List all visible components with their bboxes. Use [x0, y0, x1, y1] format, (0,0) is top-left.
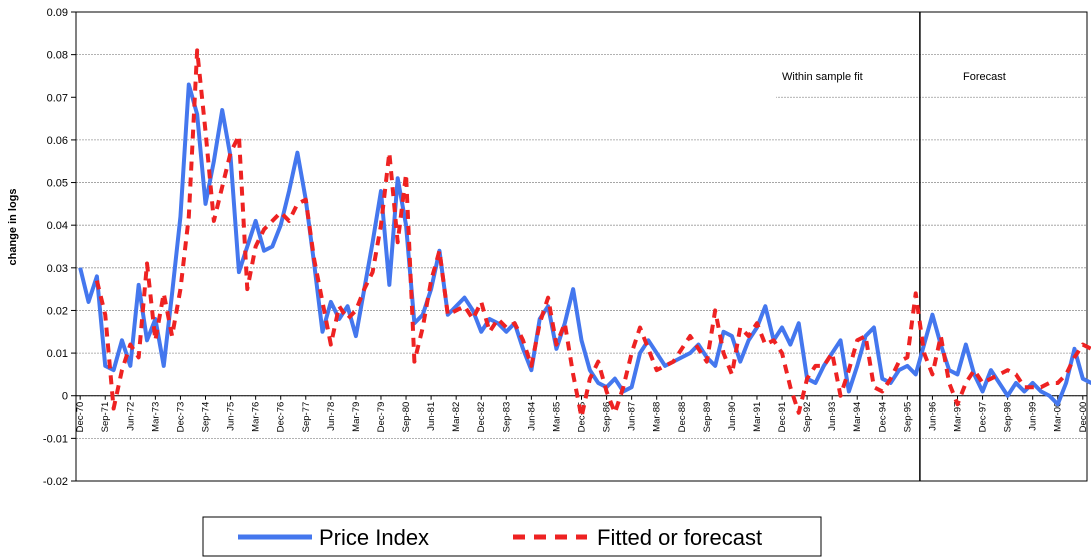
plot-area-border	[75, 11, 1088, 482]
x-tick-label: Mar-73	[150, 402, 161, 432]
x-tick-label: Mar-79	[351, 402, 362, 432]
x-tick-label: Mar-91	[752, 402, 763, 432]
x-tick-label: Sep-80	[401, 402, 412, 433]
x-tick-label: Dec-73	[175, 402, 186, 433]
x-tick-label: Sep-95	[902, 402, 913, 433]
x-tick-label: Sep-74	[201, 402, 212, 433]
x-tick-label: Mar-88	[652, 402, 663, 432]
x-axis: Dec-70 Sep-71 Jun-72 Mar-73 Dec-73 Sep-74 Jun-…	[75, 12, 1089, 481]
y-tick-label: 0.06	[47, 135, 68, 147]
legend-label-price-index: Price Index	[319, 525, 429, 550]
legend-label-fitted: Fitted or forecast	[597, 525, 762, 550]
x-tick-label: Dec-76	[276, 402, 287, 433]
y-tick-label: 0.01	[47, 348, 68, 360]
x-tick-label: Mar-85	[551, 402, 562, 432]
y-tick-label: 0.02	[47, 305, 68, 317]
y-tick-label: -0.01	[43, 433, 68, 445]
x-tick-label: Sep-71	[100, 402, 111, 433]
annotation-within-sample: Within sample fit	[782, 71, 863, 83]
x-tick-label: Sep-98	[1003, 402, 1014, 433]
y-axis: -0.02 -0.01 0 0.01 0.02 0.03 0.04 0.05 0.06 0.07 0…	[43, 7, 1088, 488]
x-tick-label: Sep-89	[702, 402, 713, 433]
x-tick-label: Dec-97	[978, 402, 989, 433]
y-tick-label: 0.04	[47, 220, 68, 232]
x-tick-label: Jun-96	[927, 402, 938, 431]
x-tick-label: Jun-75	[226, 402, 237, 431]
x-tick-label: Mar-97	[952, 402, 963, 432]
series-line-fitted-or-forecast	[94, 48, 1091, 420]
y-tick-label: 0	[62, 391, 68, 403]
x-tick-label: Dec-82	[476, 402, 487, 433]
x-tick-label: Sep-77	[301, 402, 312, 433]
x-tick-label: Jun-99	[1028, 402, 1039, 431]
x-tick-label: Sep-86	[602, 402, 613, 433]
y-tick-label: 0.03	[47, 263, 68, 275]
x-tick-label: Dec-91	[777, 402, 788, 433]
x-tick-label: Mar-76	[251, 402, 262, 432]
series-line-price-index	[78, 82, 1091, 407]
x-tick-label: Jun-81	[426, 402, 437, 431]
x-tick-label: Jun-84	[526, 402, 537, 431]
legend: Price Index Fitted or forecast	[202, 516, 822, 557]
x-tick-label: Dec-00	[1078, 402, 1089, 433]
x-tick-label: Mar-82	[451, 402, 462, 432]
x-tick-label: Jun-78	[326, 402, 337, 431]
x-tick-label: Sep-83	[501, 402, 512, 433]
x-tick-label: Dec-88	[677, 402, 688, 433]
x-tick-label: Sep-92	[802, 402, 813, 433]
x-tick-label: Jun-72	[125, 402, 136, 431]
x-tick-label: Dec-79	[376, 402, 387, 433]
x-tick-label: Dec-85	[577, 402, 588, 433]
y-axis-label: change in logs	[7, 188, 19, 265]
x-tick-label: Jun-87	[627, 402, 638, 431]
annotation-forecast: Forecast	[963, 71, 1006, 83]
y-tick-label: 0.08	[47, 50, 68, 62]
x-tick-label: Dec-70	[75, 402, 86, 433]
x-tick-label: Mar-94	[852, 402, 863, 432]
x-tick-label: Jun-90	[727, 402, 738, 431]
x-tick-label: Dec-94	[877, 402, 888, 433]
x-tick-label: Jun-93	[827, 402, 838, 431]
series-lines	[78, 48, 1091, 420]
y-tick-label: 0.05	[47, 178, 68, 190]
x-tick-label: Mar-00	[1053, 402, 1064, 432]
y-tick-label: 0.09	[47, 7, 68, 19]
y-tick-label: 0.07	[47, 92, 68, 104]
y-tick-label: -0.02	[43, 476, 68, 488]
